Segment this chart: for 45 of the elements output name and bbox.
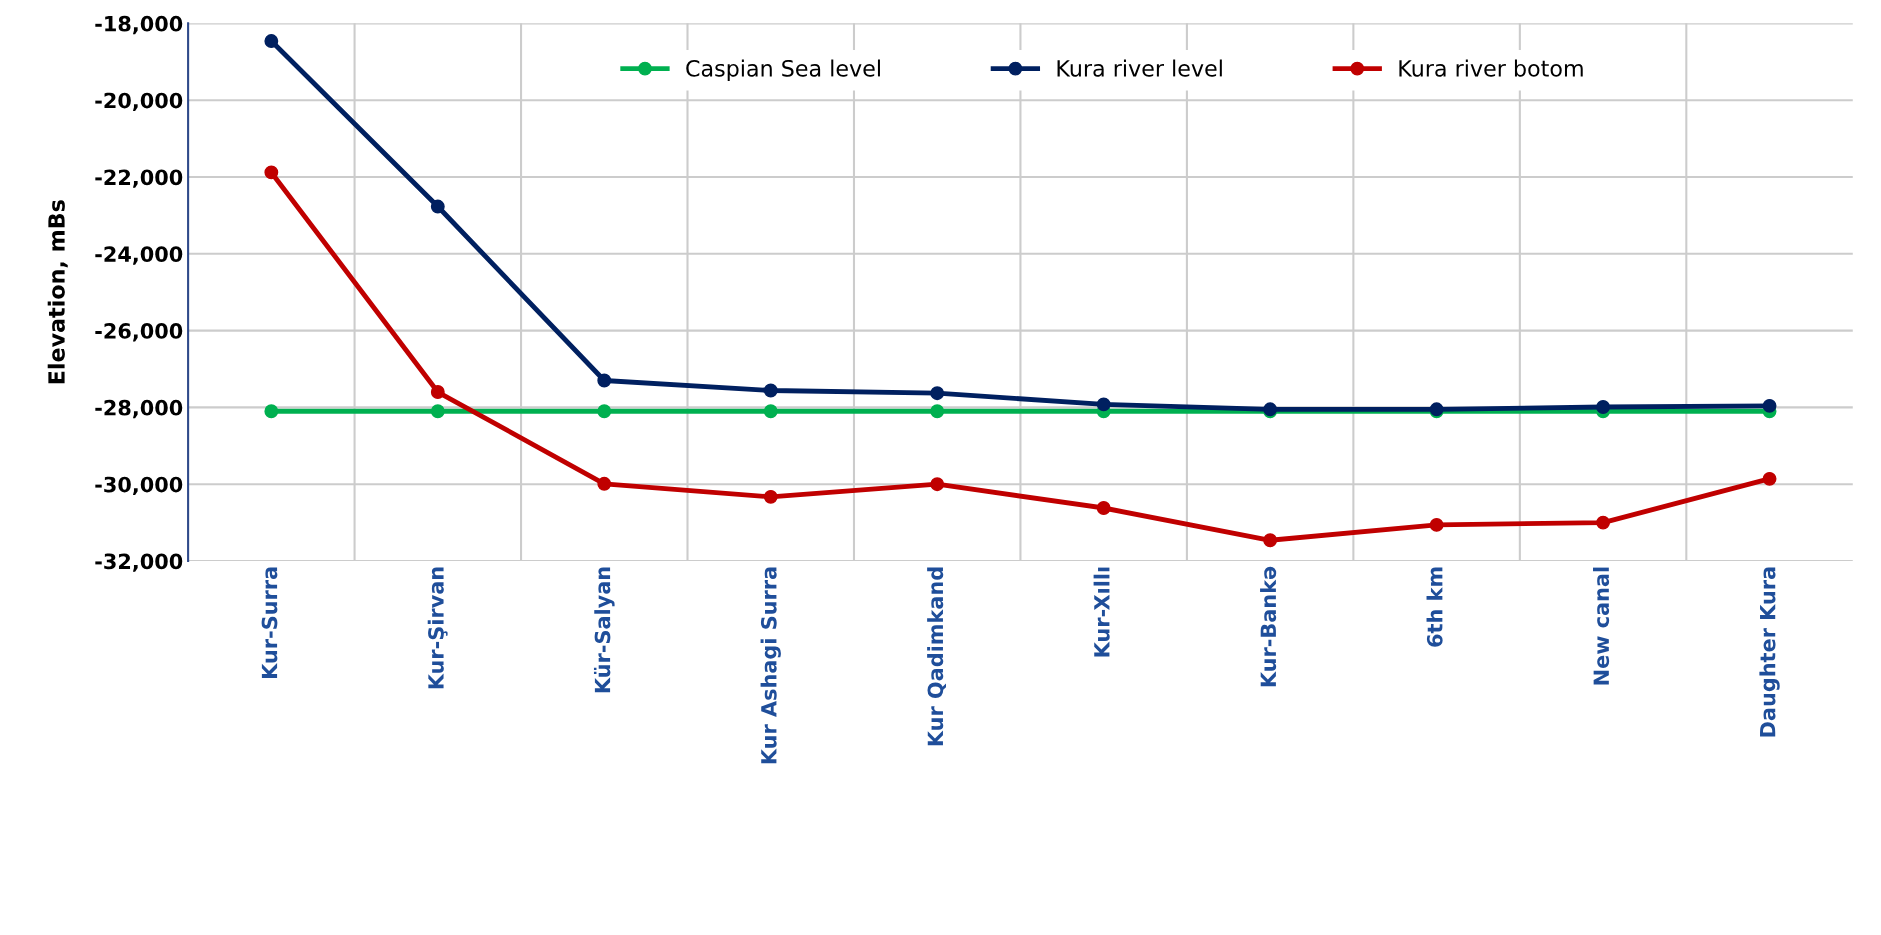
point bbox=[1596, 400, 1611, 414]
y-axis-title: Elevation, mBs bbox=[47, 200, 68, 384]
point bbox=[1762, 471, 1777, 486]
x-tick-label: Daughter Kura bbox=[1759, 567, 1780, 737]
point bbox=[930, 477, 945, 492]
point bbox=[930, 386, 945, 401]
x-tick-label: Kur-Surra bbox=[261, 567, 278, 678]
point bbox=[597, 373, 612, 388]
y-tick-label: -22,000 bbox=[95, 169, 183, 188]
legend-label: Caspian Sea level bbox=[686, 59, 880, 82]
x-tick-label: New canal bbox=[1593, 567, 1610, 685]
y-tick-label: -24,000 bbox=[95, 246, 183, 265]
point bbox=[1762, 398, 1777, 413]
y-tick-label: -28,000 bbox=[95, 399, 183, 419]
point bbox=[430, 385, 445, 399]
point bbox=[1096, 397, 1111, 412]
point bbox=[597, 476, 612, 491]
point bbox=[1263, 533, 1278, 548]
x-tick-label: 6th km bbox=[1426, 567, 1443, 647]
legend-label: Kura river botom bbox=[1399, 59, 1583, 77]
legend-label: Kura river level bbox=[1057, 59, 1222, 77]
point bbox=[264, 34, 279, 48]
point bbox=[930, 404, 945, 419]
point bbox=[763, 489, 778, 504]
x-tick-label: Kur-Xıllı bbox=[1093, 567, 1110, 657]
y-tick-label: -20,000 bbox=[95, 92, 183, 112]
point bbox=[1429, 517, 1444, 532]
x-tick-label: Kur-Bankə bbox=[1260, 566, 1277, 687]
y-tick-label: -32,000 bbox=[95, 553, 183, 572]
point bbox=[430, 199, 445, 214]
x-tick-label: Kür-Salyan bbox=[593, 567, 615, 693]
point bbox=[430, 404, 445, 419]
point bbox=[763, 404, 778, 419]
y-tick-label: -26,000 bbox=[95, 323, 183, 342]
point bbox=[1096, 501, 1111, 515]
x-tick-label: Kur Ashagi Surra bbox=[760, 567, 781, 764]
x-tick-label: Kur Qadimkand bbox=[927, 567, 946, 746]
point bbox=[264, 165, 279, 180]
y-tick-label: -30,000 bbox=[95, 476, 183, 496]
point bbox=[597, 404, 612, 419]
point bbox=[1596, 515, 1611, 530]
y-tick-label: -18,000 bbox=[95, 15, 183, 35]
point bbox=[763, 383, 778, 398]
point bbox=[264, 404, 279, 419]
x-tick-label: Kur-Şirvan bbox=[427, 567, 448, 689]
